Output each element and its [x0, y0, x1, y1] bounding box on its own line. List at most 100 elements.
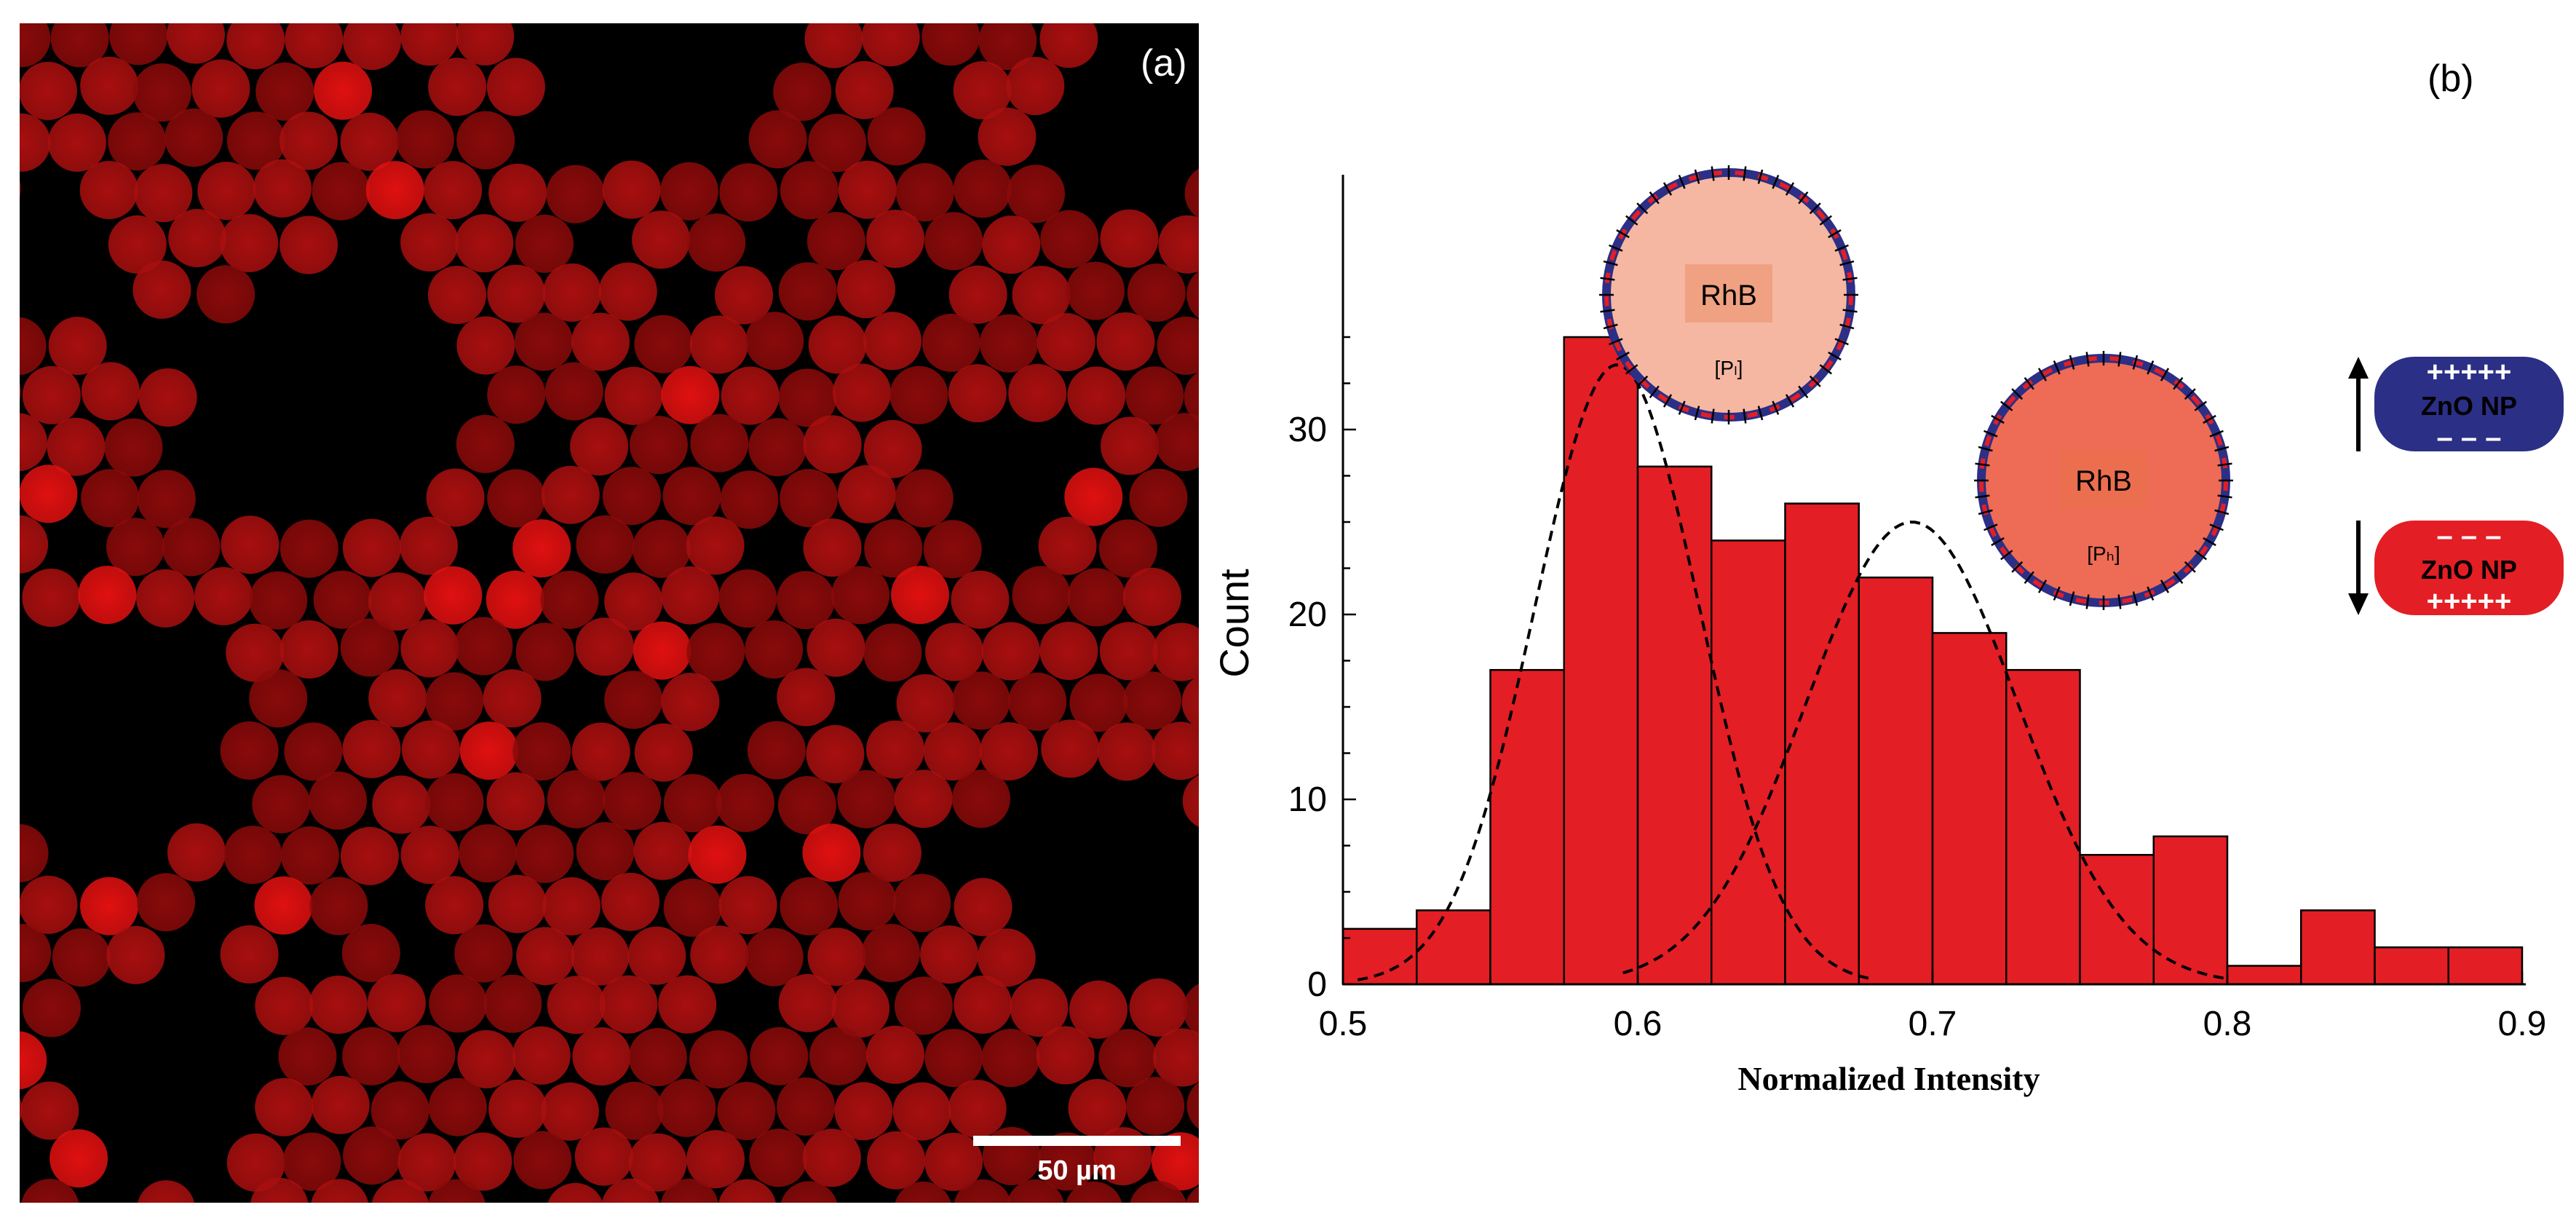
microsphere: [108, 215, 167, 274]
microsphere: [660, 1178, 718, 1203]
histogram-bar: [2152, 835, 2229, 986]
microsphere: [515, 622, 574, 681]
microsphere: [456, 23, 515, 66]
microsphere: [1122, 567, 1181, 626]
microsphere: [981, 622, 1040, 681]
microsphere: [806, 724, 865, 783]
sphere-annotation-1-spike: [1809, 375, 1821, 387]
microsphere: [1153, 1028, 1199, 1087]
microsphere: [688, 825, 747, 884]
microsphere: [47, 417, 106, 476]
microsphere: [809, 1027, 868, 1085]
microsphere: [400, 826, 459, 885]
sphere-annotation-2-spike: [2132, 355, 2139, 370]
microsphere: [1155, 413, 1199, 472]
microsphere: [720, 470, 779, 529]
microsphere: [748, 418, 807, 477]
sphere-annotation-1-spike: [1819, 215, 1832, 226]
zno-legend-positive-top: +++++ZnO NP– – –: [2348, 356, 2564, 454]
microsphere: [137, 873, 195, 932]
sphere-annotation-2-spike: [2053, 586, 2061, 601]
sphere-annotation-2-sub-label: [Pₕ]: [2087, 542, 2120, 565]
microsphere: [604, 572, 663, 631]
microsphere: [719, 163, 778, 222]
microsphere: [512, 1026, 571, 1085]
y-axis-title: Count: [1211, 569, 1257, 678]
sphere-annotation-1-spike: [1678, 175, 1686, 189]
histogram-chart: 0 10 20 30 0.5 0.6 0.7 0.8 0.9 Normalized Intensi…: [1211, 165, 2564, 1097]
sphere-annotation-2-spike: [1975, 494, 1990, 499]
microsphere: [1010, 978, 1069, 1037]
microsphere: [604, 366, 663, 425]
microsphere: [365, 161, 424, 220]
microsphere: [220, 925, 279, 984]
microsphere: [22, 365, 81, 424]
microsphere: [1040, 210, 1099, 269]
microsphere: [892, 874, 951, 933]
microsphere: [634, 723, 693, 782]
microsphere: [1186, 1186, 1199, 1203]
microsphere: [661, 566, 720, 625]
microsphere: [1123, 671, 1181, 730]
microsphere: [716, 773, 774, 832]
zno-legend-negative-top-label: ZnO NP: [2421, 555, 2517, 585]
microsphere: [748, 110, 807, 169]
microsphere: [371, 1179, 429, 1203]
sphere-annotation-2-spike: [2203, 414, 2216, 424]
microsphere: [1184, 371, 1199, 423]
histogram-bar: [1636, 465, 1713, 986]
microsphere: [837, 770, 896, 829]
microsphere: [778, 973, 837, 1032]
sphere-annotation-2-spike: [2000, 550, 2013, 561]
sphere-annotation-2-spike: [2117, 594, 2122, 609]
microsphere: [1039, 23, 1098, 68]
microsphere: [745, 312, 804, 371]
microsphere: [837, 260, 895, 319]
microsphere: [249, 571, 308, 630]
microsphere: [487, 469, 546, 528]
x-tick-label: 0.8: [2203, 1005, 2252, 1043]
gaussian-fit-2: [1622, 521, 2228, 981]
microsphere: [923, 722, 982, 781]
microsphere: [866, 1025, 924, 1084]
microsphere: [343, 1126, 402, 1185]
microsphere: [48, 317, 107, 375]
microsphere: [311, 1179, 368, 1203]
microsphere: [220, 213, 279, 272]
microsphere: [220, 721, 279, 780]
microsphere: [425, 773, 484, 831]
microsphere: [833, 363, 891, 422]
microsphere: [428, 1179, 486, 1203]
sphere-annotation-1-spike: [1785, 394, 1795, 408]
microsphere: [838, 160, 897, 219]
microsphere: [168, 209, 227, 267]
microsphere: [454, 617, 513, 676]
microsphere: [313, 570, 372, 629]
microsphere: [516, 927, 575, 986]
microsphere: [20, 1031, 47, 1090]
microsphere: [81, 362, 140, 421]
microsphere: [455, 214, 514, 273]
microsphere: [924, 1132, 983, 1191]
microsphere: [542, 263, 601, 322]
microsphere: [894, 770, 953, 829]
microsphere: [454, 924, 513, 983]
microsphere: [52, 928, 111, 987]
microsphere: [627, 926, 686, 985]
microsphere: [429, 974, 488, 1033]
microsphere: [20, 383, 21, 401]
microsphere: [632, 519, 691, 578]
microsphere: [108, 112, 167, 171]
microsphere: [80, 877, 138, 936]
microsphere: [20, 1081, 79, 1140]
sphere-annotation-1-spike: [1609, 338, 1623, 346]
sphere-annotation-2-spike: [2117, 352, 2122, 367]
microsphere: [807, 928, 866, 986]
microsphere: [1064, 467, 1123, 526]
microsphere: [342, 1027, 401, 1085]
microsphere: [745, 928, 804, 986]
microsphere: [953, 159, 1012, 218]
sphere-annotation-1-spike: [1839, 323, 1855, 330]
microsphere: [223, 826, 282, 885]
microsphere: [400, 619, 459, 678]
